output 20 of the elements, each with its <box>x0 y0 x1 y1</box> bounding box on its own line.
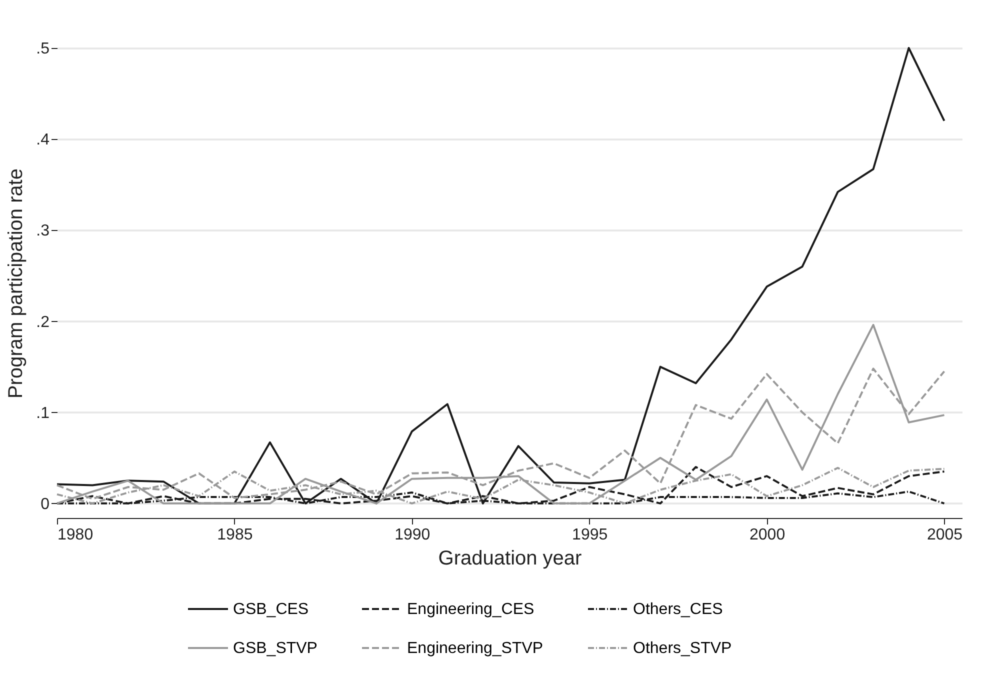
y-tick-label: .3 <box>36 222 50 240</box>
x-tick-label: 1990 <box>394 526 430 544</box>
x-tick-label: 2000 <box>750 526 786 544</box>
y-tick-label: .5 <box>36 40 50 58</box>
legend-label: Engineering_STVP <box>407 640 544 657</box>
y-axis-title: Program participation rate <box>5 168 28 399</box>
legend-label: Others_CES <box>633 601 723 618</box>
legend-label: GSB_CES <box>233 601 309 618</box>
x-tick-label: 1995 <box>572 526 608 544</box>
y-tick-label: .4 <box>36 132 50 149</box>
x-tick-label: 2005 <box>926 526 963 544</box>
x-axis-title: Graduation year <box>438 548 582 570</box>
y-tick-label: .1 <box>36 404 50 422</box>
legend-label: Others_STVP <box>633 640 732 657</box>
y-tick-label: .2 <box>36 314 50 331</box>
y-tick-label: 0 <box>40 496 50 513</box>
x-tick-label: 1985 <box>217 526 253 544</box>
x-tick-label: 1980 <box>58 526 94 544</box>
legend-label: GSB_STVP <box>233 640 318 657</box>
legend-label: Engineering_CES <box>407 601 534 618</box>
